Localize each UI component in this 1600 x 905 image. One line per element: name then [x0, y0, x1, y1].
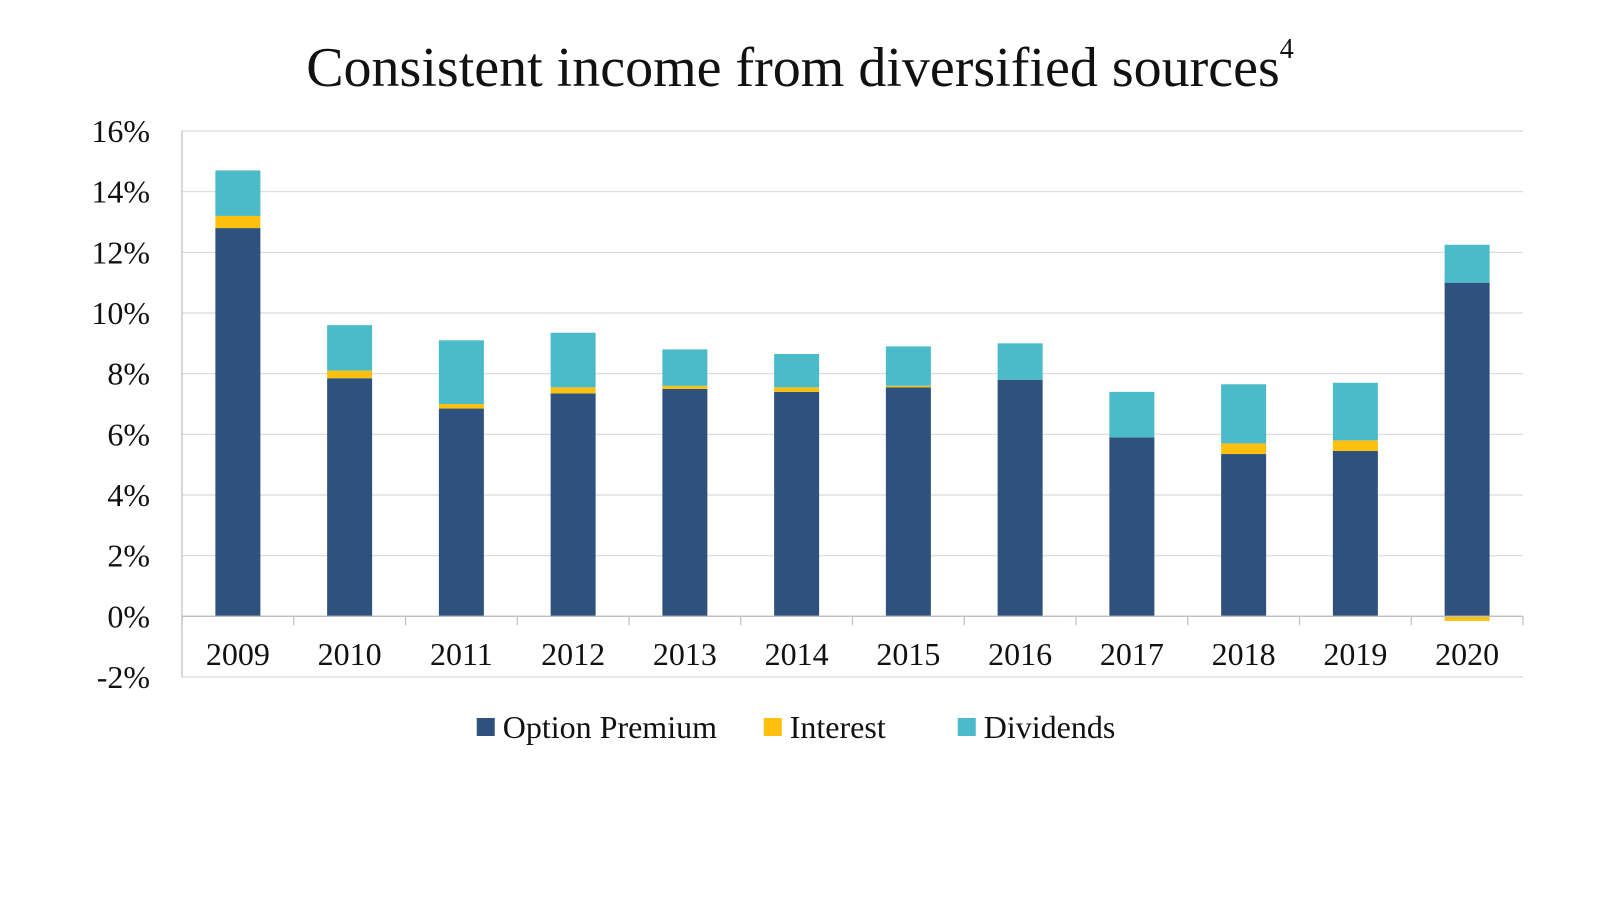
bar-dividends-2011	[438, 340, 484, 404]
bar-interest-2009	[215, 215, 261, 229]
bar-interest-2019	[1332, 440, 1378, 452]
legend-swatch	[476, 718, 495, 736]
bar-dividends-2017	[1109, 391, 1155, 438]
bar-interest-2011	[438, 404, 484, 409]
x-tick-label: 2009	[206, 636, 270, 672]
y-tick-label: -2%	[97, 659, 150, 695]
chart-title: Consistent income from diversified sourc…	[306, 34, 1294, 99]
legend-swatch	[957, 718, 976, 736]
x-tick-label: 2019	[1323, 636, 1387, 672]
bar-dividends-2020	[1444, 244, 1490, 283]
y-tick-label: 16%	[91, 113, 150, 149]
bar-dividends-2014	[774, 353, 820, 388]
bar-option-premium-2013	[662, 388, 708, 617]
axes: 16% 14% 12% 10% 8% 6% 4% 2% 0% -2% 2009 2010 2011 201…	[91, 113, 1524, 695]
x-tick-label: 2015	[876, 636, 940, 672]
bar-dividends-2012	[550, 332, 596, 388]
bar-option-premium-2017	[1109, 437, 1155, 617]
bar-option-premium-2020	[1444, 282, 1490, 617]
y-tick-label: 10%	[91, 295, 150, 331]
bars	[215, 170, 1490, 621]
gridlines	[182, 130, 1523, 678]
bar-dividends-2009	[215, 170, 261, 216]
x-tick-label: 2011	[430, 636, 493, 672]
x-tick-label: 2020	[1435, 636, 1499, 672]
bar-option-premium-2015	[885, 387, 931, 617]
chart-title-text: Consistent income from diversified sourc…	[306, 37, 1280, 99]
chart-title-superscript: 4	[1280, 34, 1294, 65]
bar-interest-2018	[1221, 443, 1267, 455]
y-tick-label: 6%	[107, 416, 150, 452]
x-tick-label: 2013	[653, 636, 717, 672]
legend: Option Premium Interest Dividends	[476, 709, 1116, 745]
x-tick-label: 2018	[1212, 636, 1276, 672]
bar-option-premium-2018	[1221, 454, 1267, 617]
x-tick-label: 2012	[541, 636, 605, 672]
bar-interest-2013	[662, 385, 708, 389]
y-tick-label: 12%	[91, 234, 150, 270]
bar-option-premium-2014	[774, 391, 820, 617]
legend-label: Interest	[790, 709, 886, 745]
y-tick-label: 14%	[91, 174, 150, 210]
bar-interest-2012	[550, 387, 596, 394]
bar-interest-2015	[885, 385, 931, 388]
bar-option-premium-2016	[997, 379, 1043, 617]
bar-dividends-2018	[1221, 384, 1267, 444]
bar-interest-2010	[327, 370, 373, 379]
bar-dividends-2010	[327, 325, 373, 371]
bar-option-premium-2009	[215, 228, 261, 617]
legend-label: Dividends	[984, 709, 1116, 745]
bar-dividends-2016	[997, 343, 1043, 380]
bar-interest-2014	[774, 387, 820, 392]
x-tick-label: 2010	[318, 636, 382, 672]
x-tick-label: 2017	[1100, 636, 1164, 672]
x-tick-label: 2014	[765, 636, 829, 672]
bar-option-premium-2012	[550, 393, 596, 617]
bar-dividends-2015	[885, 346, 931, 386]
x-tick-label: 2016	[988, 636, 1052, 672]
bar-option-premium-2019	[1332, 451, 1378, 617]
bar-option-premium-2010	[327, 378, 373, 617]
legend-label: Option Premium	[503, 709, 717, 745]
bar-option-premium-2011	[438, 408, 484, 617]
bar-dividends-2019	[1332, 382, 1378, 441]
y-tick-label: 8%	[107, 356, 150, 392]
y-tick-label: 0%	[107, 598, 150, 634]
y-tick-label: 2%	[107, 538, 150, 574]
bar-interest-2020	[1444, 616, 1490, 621]
bar-dividends-2013	[662, 349, 708, 386]
legend-swatch	[763, 718, 782, 736]
y-tick-label: 4%	[107, 477, 150, 513]
